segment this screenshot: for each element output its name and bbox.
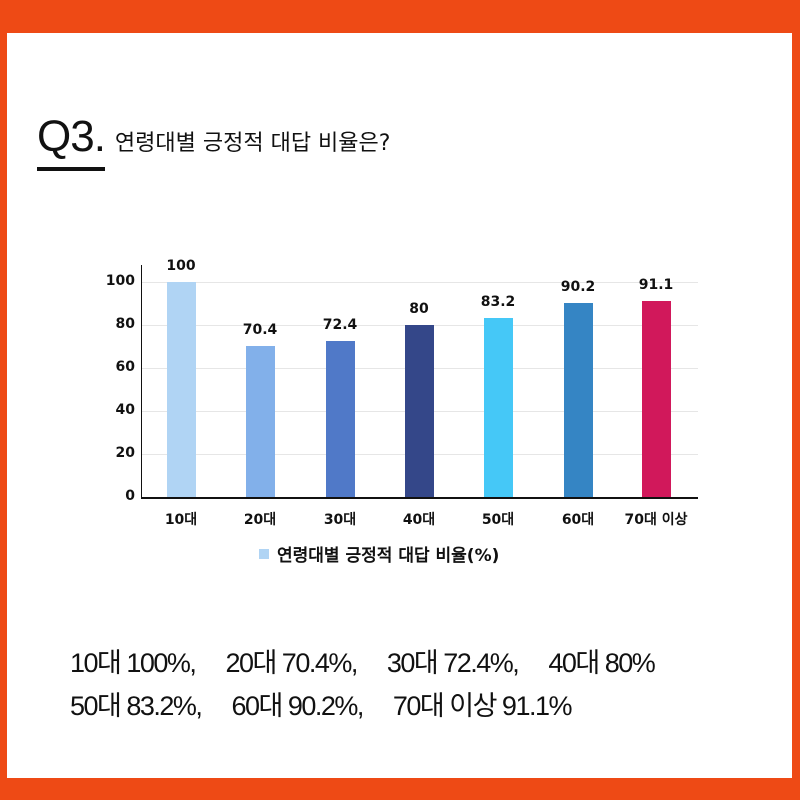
bar [483,318,513,497]
legend-swatch [259,548,269,559]
bar-value-label: 80 [409,301,429,317]
bar [563,303,593,497]
bar-chart: 0 20 40 60 80 100 100 10대 70.4 20대 72.4 30대 80 40대 83.… [7,33,792,778]
summary-line-2: 50대 83.2%, 60대 90.2%, 70대 이상 91.1% [70,691,573,721]
y-tick-label: 80 [115,316,135,332]
bar-value-label: 90.2 [560,279,596,296]
chart-legend: 연령대별 긍정적 대답 비율(%) [259,541,499,566]
y-tick-label: 100 [105,273,135,289]
bar [325,341,355,497]
bar [245,345,275,497]
y-tick-label: 60 [115,359,135,375]
bar-value-label: 72.4 [322,317,358,334]
bar-value-label: 91.1 [638,277,674,294]
y-tick-label: 0 [125,488,135,504]
x-tick-label: 40대 [402,512,436,528]
x-tick-label: 20대 [243,512,277,528]
summary-line-1: 10대 100%, 20대 70.4%, 30대 72.4%, 40대 80% [70,648,656,678]
bar-value-label: 70.4 [242,321,278,338]
y-tick-label: 20 [115,445,135,461]
y-tick-label: 40 [115,402,135,418]
gridline [141,282,698,283]
question-heading: Q3. 연령대별 긍정적 대답 비율은? [37,115,391,171]
x-tick-label: 50대 [481,512,515,528]
x-tick-label: 30대 [323,512,357,528]
x-axis [141,497,698,499]
x-tick-label: 10대 [164,512,198,528]
y-axis [141,265,142,497]
question-number: Q3. [37,115,106,171]
bar-value-label: 83.2 [480,294,516,311]
legend-label: 연령대별 긍정적 대답 비율(%) [277,546,500,566]
bar [641,301,671,497]
question-text: 연령대별 긍정적 대답 비율은? [114,131,391,156]
x-tick-label: 60대 [561,512,595,528]
bar-value-label: 100 [166,258,196,274]
content-card: Q3. 연령대별 긍정적 대답 비율은? 0 20 40 60 80 100 100 10대 7… [7,33,792,778]
x-tick-label: 70대 이상 [624,512,688,528]
bar [404,325,434,497]
bar [166,282,196,497]
